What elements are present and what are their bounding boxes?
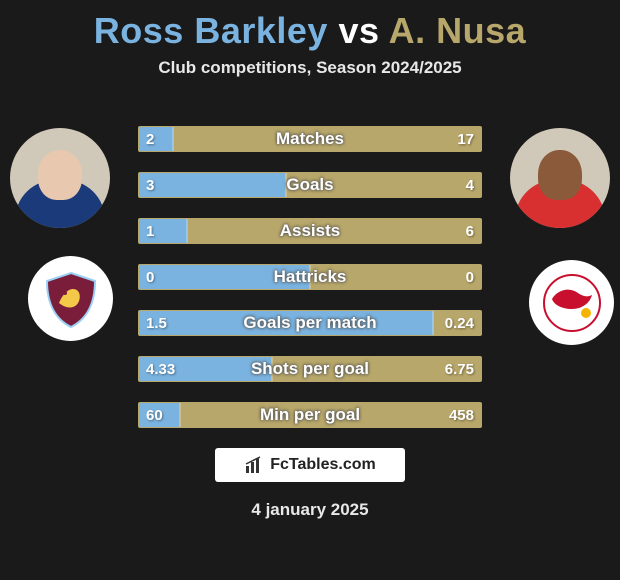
branding-text: FcTables.com	[270, 456, 376, 474]
stat-value-right: 6	[459, 219, 481, 243]
club-left-badge	[28, 256, 113, 341]
stat-value-left: 2	[139, 127, 161, 151]
stat-fill-right	[180, 403, 481, 427]
vs-separator: vs	[328, 10, 389, 51]
stat-row: 16Assists	[138, 218, 482, 244]
stat-value-left: 4.33	[139, 357, 182, 381]
date-text: 4 january 2025	[0, 500, 620, 520]
rb-leipzig-icon	[542, 273, 602, 333]
stat-fill-right	[173, 127, 481, 151]
stat-fill-right	[187, 219, 481, 243]
stat-row: 34Goals	[138, 172, 482, 198]
stat-value-left: 0	[139, 265, 161, 289]
stat-value-right: 0.24	[438, 311, 481, 335]
stat-value-right: 17	[450, 127, 481, 151]
club-right-badge	[529, 260, 614, 345]
stat-value-left: 1.5	[139, 311, 174, 335]
stat-row: 1.50.24Goals per match	[138, 310, 482, 336]
stat-value-right: 6.75	[438, 357, 481, 381]
stat-value-left: 60	[139, 403, 170, 427]
player-left-avatar	[10, 128, 110, 228]
stat-row: 00Hattricks	[138, 264, 482, 290]
stat-row: 4.336.75Shots per goal	[138, 356, 482, 382]
subtitle: Club competitions, Season 2024/2025	[0, 58, 620, 78]
fctables-icon	[244, 455, 264, 475]
stat-value-right: 458	[442, 403, 481, 427]
player-left-name: Ross Barkley	[94, 10, 328, 51]
stat-fill-left	[139, 265, 310, 289]
player-right-avatar	[510, 128, 610, 228]
stat-value-right: 4	[459, 173, 481, 197]
aston-villa-icon	[41, 269, 101, 329]
stat-fill-right	[310, 265, 481, 289]
stat-value-left: 3	[139, 173, 161, 197]
comparison-title: Ross Barkley vs A. Nusa	[0, 0, 620, 52]
branding-badge: FcTables.com	[215, 448, 405, 482]
stat-fill-left	[139, 311, 433, 335]
stat-value-left: 1	[139, 219, 161, 243]
stat-rows: 217Matches34Goals16Assists00Hattricks1.5…	[138, 126, 482, 448]
player-right-name: A. Nusa	[389, 10, 527, 51]
stat-row: 60458Min per goal	[138, 402, 482, 428]
stat-value-right: 0	[459, 265, 481, 289]
stat-row: 217Matches	[138, 126, 482, 152]
stat-fill-right	[286, 173, 481, 197]
